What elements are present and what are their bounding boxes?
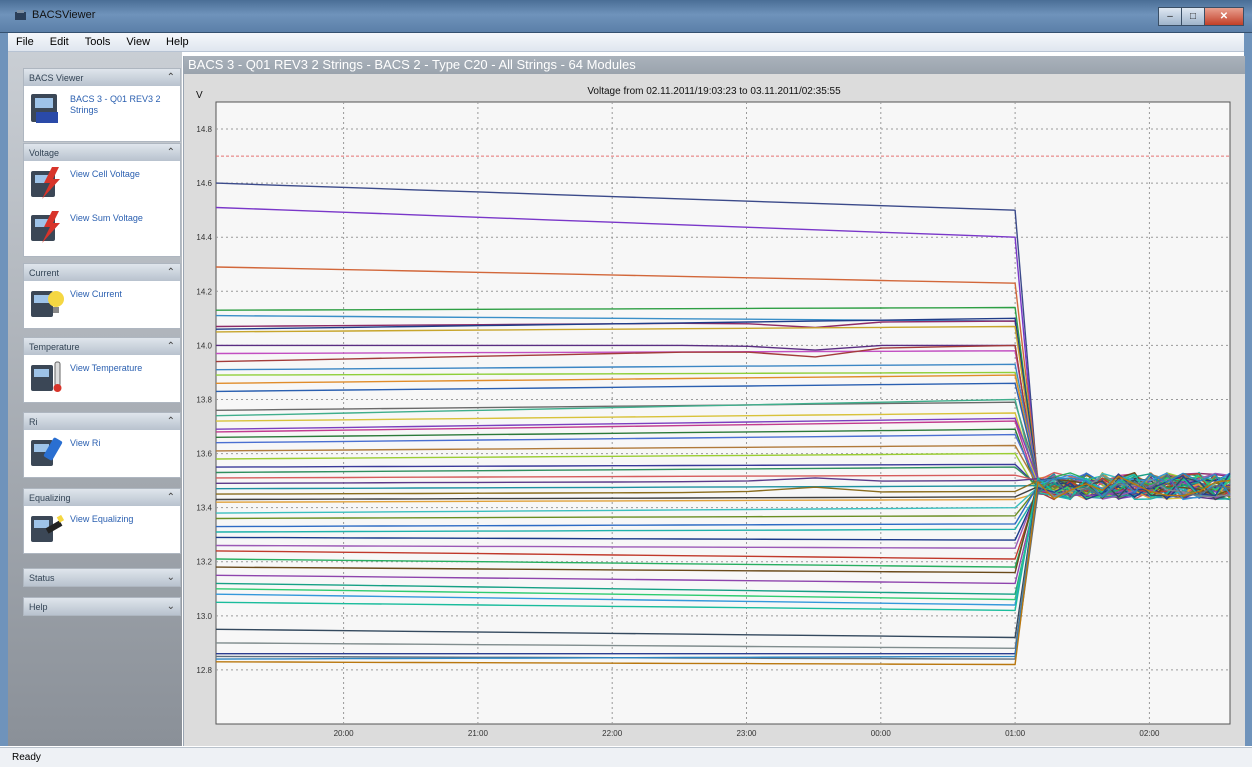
- menu-tools[interactable]: Tools: [84, 36, 111, 48]
- y-tick-label: 14.2: [196, 287, 212, 296]
- minimize-button[interactable]: –: [1158, 7, 1182, 26]
- chart-header: BACS 3 - Q01 REV3 2 Strings - BACS 2 - T…: [184, 56, 1245, 74]
- status-text: Ready: [12, 752, 41, 763]
- chevron-up-icon: ⌃: [166, 147, 175, 158]
- group-header-help[interactable]: Help ⌄: [24, 598, 180, 615]
- menu-bar: File Edit Tools View Help: [8, 33, 1244, 52]
- group-header-equalizing[interactable]: Equalizing ⌃: [24, 489, 180, 506]
- chevron-up-icon: ⌃: [166, 72, 175, 83]
- y-tick-label: 13.6: [196, 450, 212, 459]
- current-bulb-icon: [31, 291, 64, 317]
- sidebar-item-equalizing[interactable]: View Equalizing: [28, 510, 170, 546]
- chevron-up-icon: ⌃: [166, 341, 175, 352]
- group-header-ri[interactable]: Ri ⌃: [24, 413, 180, 430]
- sidebar-item-sum-voltage[interactable]: View Sum Voltage: [28, 209, 170, 245]
- group-help: Help ⌄: [23, 597, 181, 616]
- group-header-current[interactable]: Current ⌃: [24, 264, 180, 281]
- series-line: [215, 473, 1231, 541]
- chart-title: Voltage from 02.11.2011/19:03:23 to 03.1…: [587, 86, 841, 97]
- series-line: [215, 472, 1231, 528]
- sum-voltage-icon: [31, 211, 60, 243]
- series-line: [215, 475, 1231, 666]
- group-header-bacs-viewer[interactable]: BACS Viewer ⌃: [24, 69, 180, 86]
- menu-edit[interactable]: Edit: [49, 36, 69, 48]
- bacs-device-icon: [31, 94, 58, 123]
- plot-area: [215, 101, 1231, 725]
- y-tick-label: 13.2: [196, 558, 212, 567]
- x-tick-label: 02:00: [1139, 729, 1160, 738]
- window-titlebar: BACSViewer – □ ✕: [0, 0, 1252, 33]
- y-tick-label: 13.4: [196, 504, 212, 513]
- y-tick-label: 14.4: [196, 233, 212, 242]
- group-ri: Ri ⌃ View Ri: [23, 412, 181, 478]
- group-bacs-viewer: BACS Viewer ⌃ BACS 3 - Q01 REV3 2 Strings: [23, 68, 181, 142]
- sidebar-item-cell-voltage[interactable]: View Cell Voltage: [28, 165, 170, 201]
- series-line: [215, 477, 1231, 520]
- series-line: [215, 476, 1231, 639]
- group-header-temperature[interactable]: Temperature ⌃: [24, 338, 180, 355]
- group-equalizing: Equalizing ⌃ View Equalizing: [23, 488, 181, 554]
- voltage-chart[interactable]: Voltage from 02.11.2011/19:03:23 to 03.1…: [184, 74, 1245, 746]
- x-tick-label: 01:00: [1005, 729, 1026, 738]
- sidebar-item-ri[interactable]: View Ri: [28, 434, 170, 470]
- y-tick-label: 14.8: [196, 125, 212, 134]
- x-tick-label: 21:00: [468, 729, 489, 738]
- y-tick-label: 12.8: [196, 666, 212, 675]
- window-title: BACSViewer: [32, 9, 96, 21]
- sidebar-item-bacs-device[interactable]: BACS 3 - Q01 REV3 2 Strings: [28, 90, 170, 126]
- chevron-up-icon: ⌃: [166, 267, 175, 278]
- x-tick-label: 20:00: [334, 729, 355, 738]
- equalizing-icon: [31, 514, 65, 542]
- group-status: Status ⌄: [23, 568, 181, 587]
- group-temperature: Temperature ⌃ View Temperature: [23, 337, 181, 403]
- status-bar: Ready: [0, 747, 1252, 767]
- chevron-down-icon: ⌄: [166, 601, 175, 612]
- cell-voltage-icon: [31, 167, 60, 199]
- menu-help[interactable]: Help: [166, 36, 189, 48]
- sidebar: BACS Viewer ⌃ BACS 3 - Q01 REV3 2 Strings…: [8, 52, 182, 746]
- app-icon: [15, 10, 26, 20]
- x-tick-label: 23:00: [736, 729, 757, 738]
- chart-panel: BACS 3 - Q01 REV3 2 Strings - BACS 2 - T…: [183, 56, 1245, 746]
- window-controls: – □ ✕: [1158, 7, 1244, 26]
- ri-meter-icon: [31, 437, 63, 466]
- group-header-status[interactable]: Status ⌄: [24, 569, 180, 586]
- y-tick-label: 13.8: [196, 395, 212, 404]
- close-button[interactable]: ✕: [1204, 7, 1244, 26]
- x-tick-label: 00:00: [871, 729, 892, 738]
- window-frame-right: [1244, 33, 1252, 746]
- y-tick-label: 14.0: [196, 341, 212, 350]
- chevron-up-icon: ⌃: [166, 492, 175, 503]
- y-tick-label: 14.6: [196, 179, 212, 188]
- group-voltage: Voltage ⌃ View Cell Voltage View Sum Volt…: [23, 143, 181, 257]
- group-header-voltage[interactable]: Voltage ⌃: [24, 144, 180, 161]
- sidebar-item-temperature[interactable]: View Temperature: [28, 359, 170, 395]
- group-current: Current ⌃ View Current: [23, 263, 181, 329]
- chevron-up-icon: ⌃: [166, 416, 175, 427]
- y-tick-label: 13.0: [196, 612, 212, 621]
- chevron-down-icon: ⌄: [166, 572, 175, 583]
- menu-file[interactable]: File: [16, 36, 34, 48]
- chart-series: [215, 155, 1231, 666]
- thermometer-icon: [31, 361, 62, 392]
- maximize-button[interactable]: □: [1181, 7, 1205, 26]
- menu-view[interactable]: View: [126, 36, 151, 48]
- window-frame-left: [0, 33, 8, 746]
- x-tick-label: 22:00: [602, 729, 623, 738]
- y-axis-label: V: [196, 90, 203, 101]
- sidebar-item-current[interactable]: View Current: [28, 285, 170, 321]
- chart-ticks: 12.8 13.0 13.2 13.4 13.6 13.8 14.0 14.2 14.4 14.6…: [196, 125, 1160, 738]
